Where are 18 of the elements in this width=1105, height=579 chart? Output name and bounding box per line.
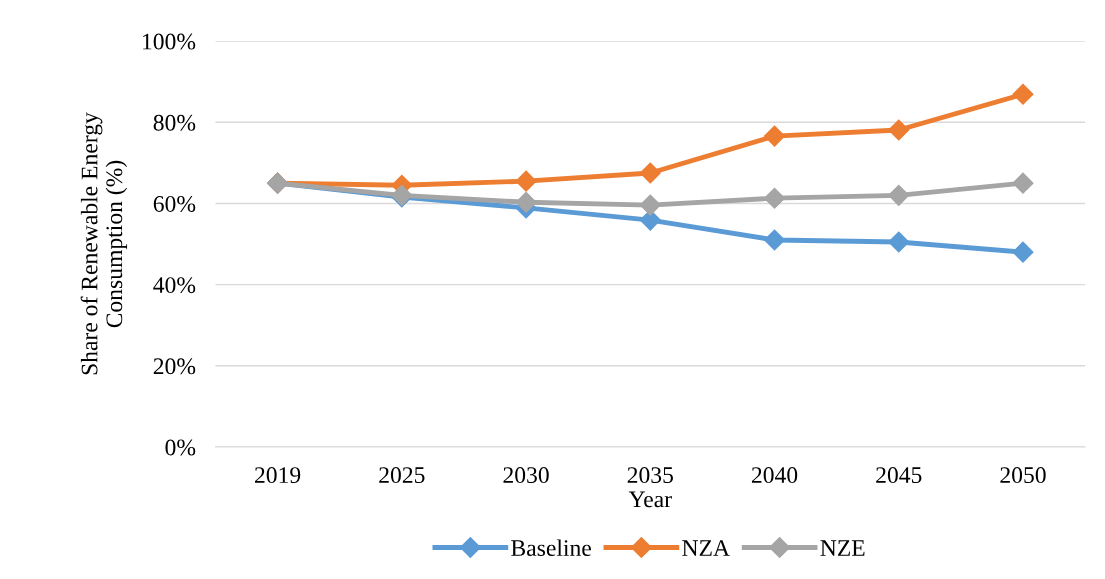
legend-label: NZE bbox=[820, 540, 865, 556]
x-tick-label: 2050 bbox=[1000, 467, 1046, 484]
x-tick-label: 2035 bbox=[627, 467, 673, 484]
x-tick-label: 2019 bbox=[255, 467, 301, 484]
y-tick-label: 60% bbox=[153, 195, 196, 212]
x-tick-label: 2040 bbox=[751, 467, 798, 484]
y-tick-label: 40% bbox=[153, 277, 196, 294]
legend-label: NZA bbox=[682, 540, 730, 556]
y-tick-label: 100% bbox=[143, 33, 196, 50]
y-tick-label: 0% bbox=[165, 439, 196, 456]
x-tick-label: 2045 bbox=[876, 467, 922, 484]
x-axis-title: Year bbox=[628, 491, 672, 508]
y-tick-label: 20% bbox=[153, 358, 196, 375]
x-tick-label: 2025 bbox=[379, 467, 425, 484]
y-axis-title: Share of Renewable Energy Consumption (%) bbox=[80, 112, 128, 375]
legend-label: Baseline bbox=[511, 539, 591, 557]
x-tick-label: 2030 bbox=[503, 467, 549, 484]
y-tick-label: 80% bbox=[153, 114, 196, 131]
